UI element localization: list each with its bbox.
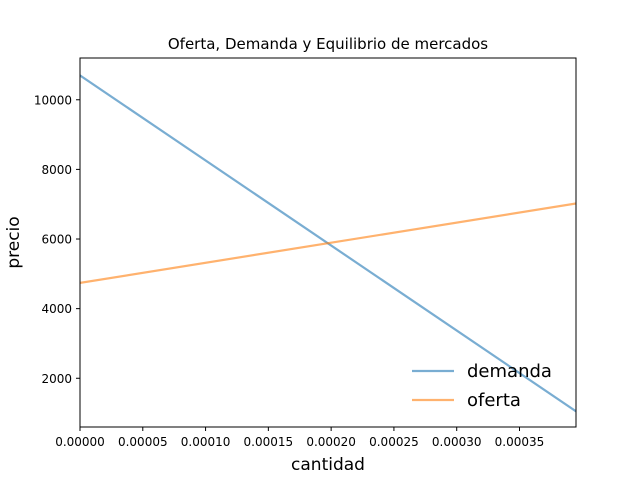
x-tick-label: 0.00005 xyxy=(118,435,168,449)
plot-frame xyxy=(79,57,577,428)
y-axis-title: precio xyxy=(4,216,24,268)
x-axis-ticks: 0.00000 0.00005 0.00010 0.00015 0.00020 0.000… xyxy=(55,427,544,449)
y-axis-ticks: 2000 4000 6000 8000 10000 xyxy=(34,93,80,386)
x-tick-label: 0.00020 xyxy=(306,435,356,449)
x-tick-label: 0.00010 xyxy=(181,435,231,449)
x-tick-label: 0.00000 xyxy=(55,435,105,449)
legend-label-demanda: demanda xyxy=(467,361,552,382)
y-tick-label: 2000 xyxy=(41,372,72,386)
y-tick-label: 4000 xyxy=(41,302,72,316)
x-axis-title: cantidad xyxy=(291,455,365,475)
x-tick-label: 0.00035 xyxy=(495,435,545,449)
y-tick-label: 8000 xyxy=(41,163,72,177)
series-line-oferta xyxy=(80,202,576,284)
legend-label-oferta: oferta xyxy=(467,390,521,411)
chart-title: Oferta, Demanda y Equilibrio de mercados xyxy=(168,35,488,53)
plot-area xyxy=(80,74,576,413)
x-tick-label: 0.00030 xyxy=(432,435,482,449)
legend: demanda oferta xyxy=(412,361,552,411)
y-tick-label: 6000 xyxy=(41,233,72,247)
x-tick-label: 0.00025 xyxy=(369,435,419,449)
x-tick-label: 0.00015 xyxy=(244,435,294,449)
y-tick-label: 10000 xyxy=(34,93,72,107)
